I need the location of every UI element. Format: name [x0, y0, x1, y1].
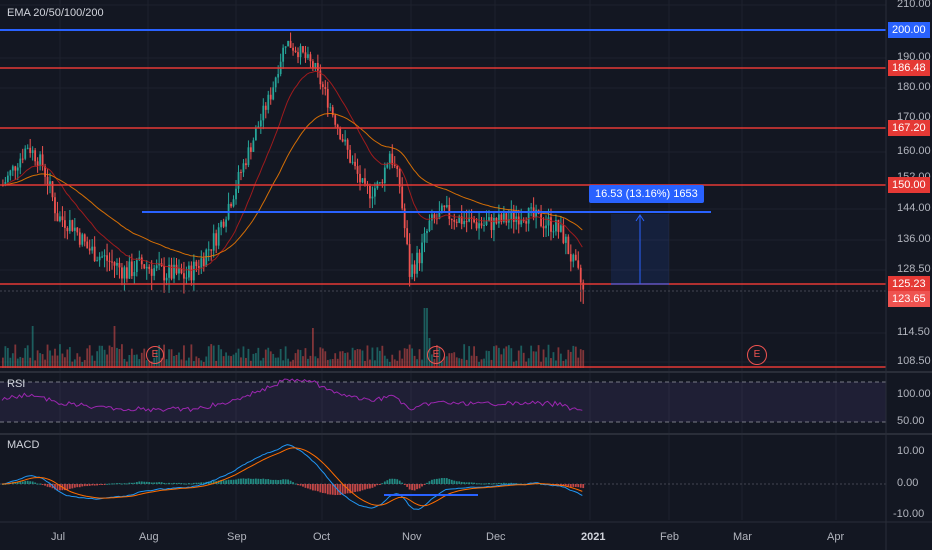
level-tag: 186.48: [888, 60, 930, 76]
volume-bars: [2, 308, 585, 368]
time-tick: 2021: [581, 531, 606, 543]
macd-tick: 0.00: [897, 477, 919, 489]
level-tag: 125.23: [888, 276, 930, 292]
measure-label: 16.53 (13.16%) 1653: [589, 185, 704, 203]
time-tick: Aug: [139, 531, 159, 543]
price-tick: 144.00: [897, 202, 931, 214]
level-tag: 200.00: [888, 22, 930, 38]
macd-tick: 10.00: [897, 445, 925, 457]
time-tick: Jul: [51, 531, 66, 543]
price-tick: 128.50: [897, 263, 931, 275]
rsi-pane: [0, 378, 886, 423]
macd-tick: -10.00: [893, 508, 925, 520]
rsi-tick: 50.00: [897, 415, 925, 427]
time-tick: Dec: [486, 531, 506, 543]
price-tick: 108.50: [897, 355, 931, 367]
grid-lines: [0, 0, 886, 520]
earnings-marker-upcoming[interactable]: E: [747, 345, 767, 365]
price-tick: 180.00: [897, 81, 931, 93]
measure-tool[interactable]: [611, 214, 669, 285]
level-tag: 123.65: [888, 291, 930, 307]
earnings-marker-1[interactable]: E: [146, 346, 164, 364]
macd-title[interactable]: MACD: [7, 439, 40, 451]
macd-pane: [0, 444, 886, 510]
level-tag: 150.00: [888, 177, 930, 193]
price-tick: 136.00: [897, 233, 931, 245]
earnings-marker-2[interactable]: E: [427, 346, 445, 364]
time-tick: Mar: [733, 531, 752, 543]
time-tick: Oct: [313, 531, 331, 543]
indicator-title[interactable]: EMA 20/50/100/200: [7, 7, 104, 19]
level-tag: 167.20: [888, 120, 930, 136]
price-tick: 210.00: [897, 0, 931, 10]
rsi-title[interactable]: RSI: [7, 378, 26, 390]
rsi-tick: 100.00: [897, 388, 931, 400]
time-tick: Nov: [402, 531, 422, 543]
time-tick: Apr: [827, 531, 845, 543]
horizontal-levels[interactable]: [0, 29, 886, 368]
price-tick: 160.00: [897, 145, 931, 157]
price-tick: 114.50: [897, 326, 930, 338]
ema-lines: [1, 70, 583, 272]
time-tick: Sep: [227, 531, 247, 543]
time-tick: Feb: [660, 531, 679, 543]
